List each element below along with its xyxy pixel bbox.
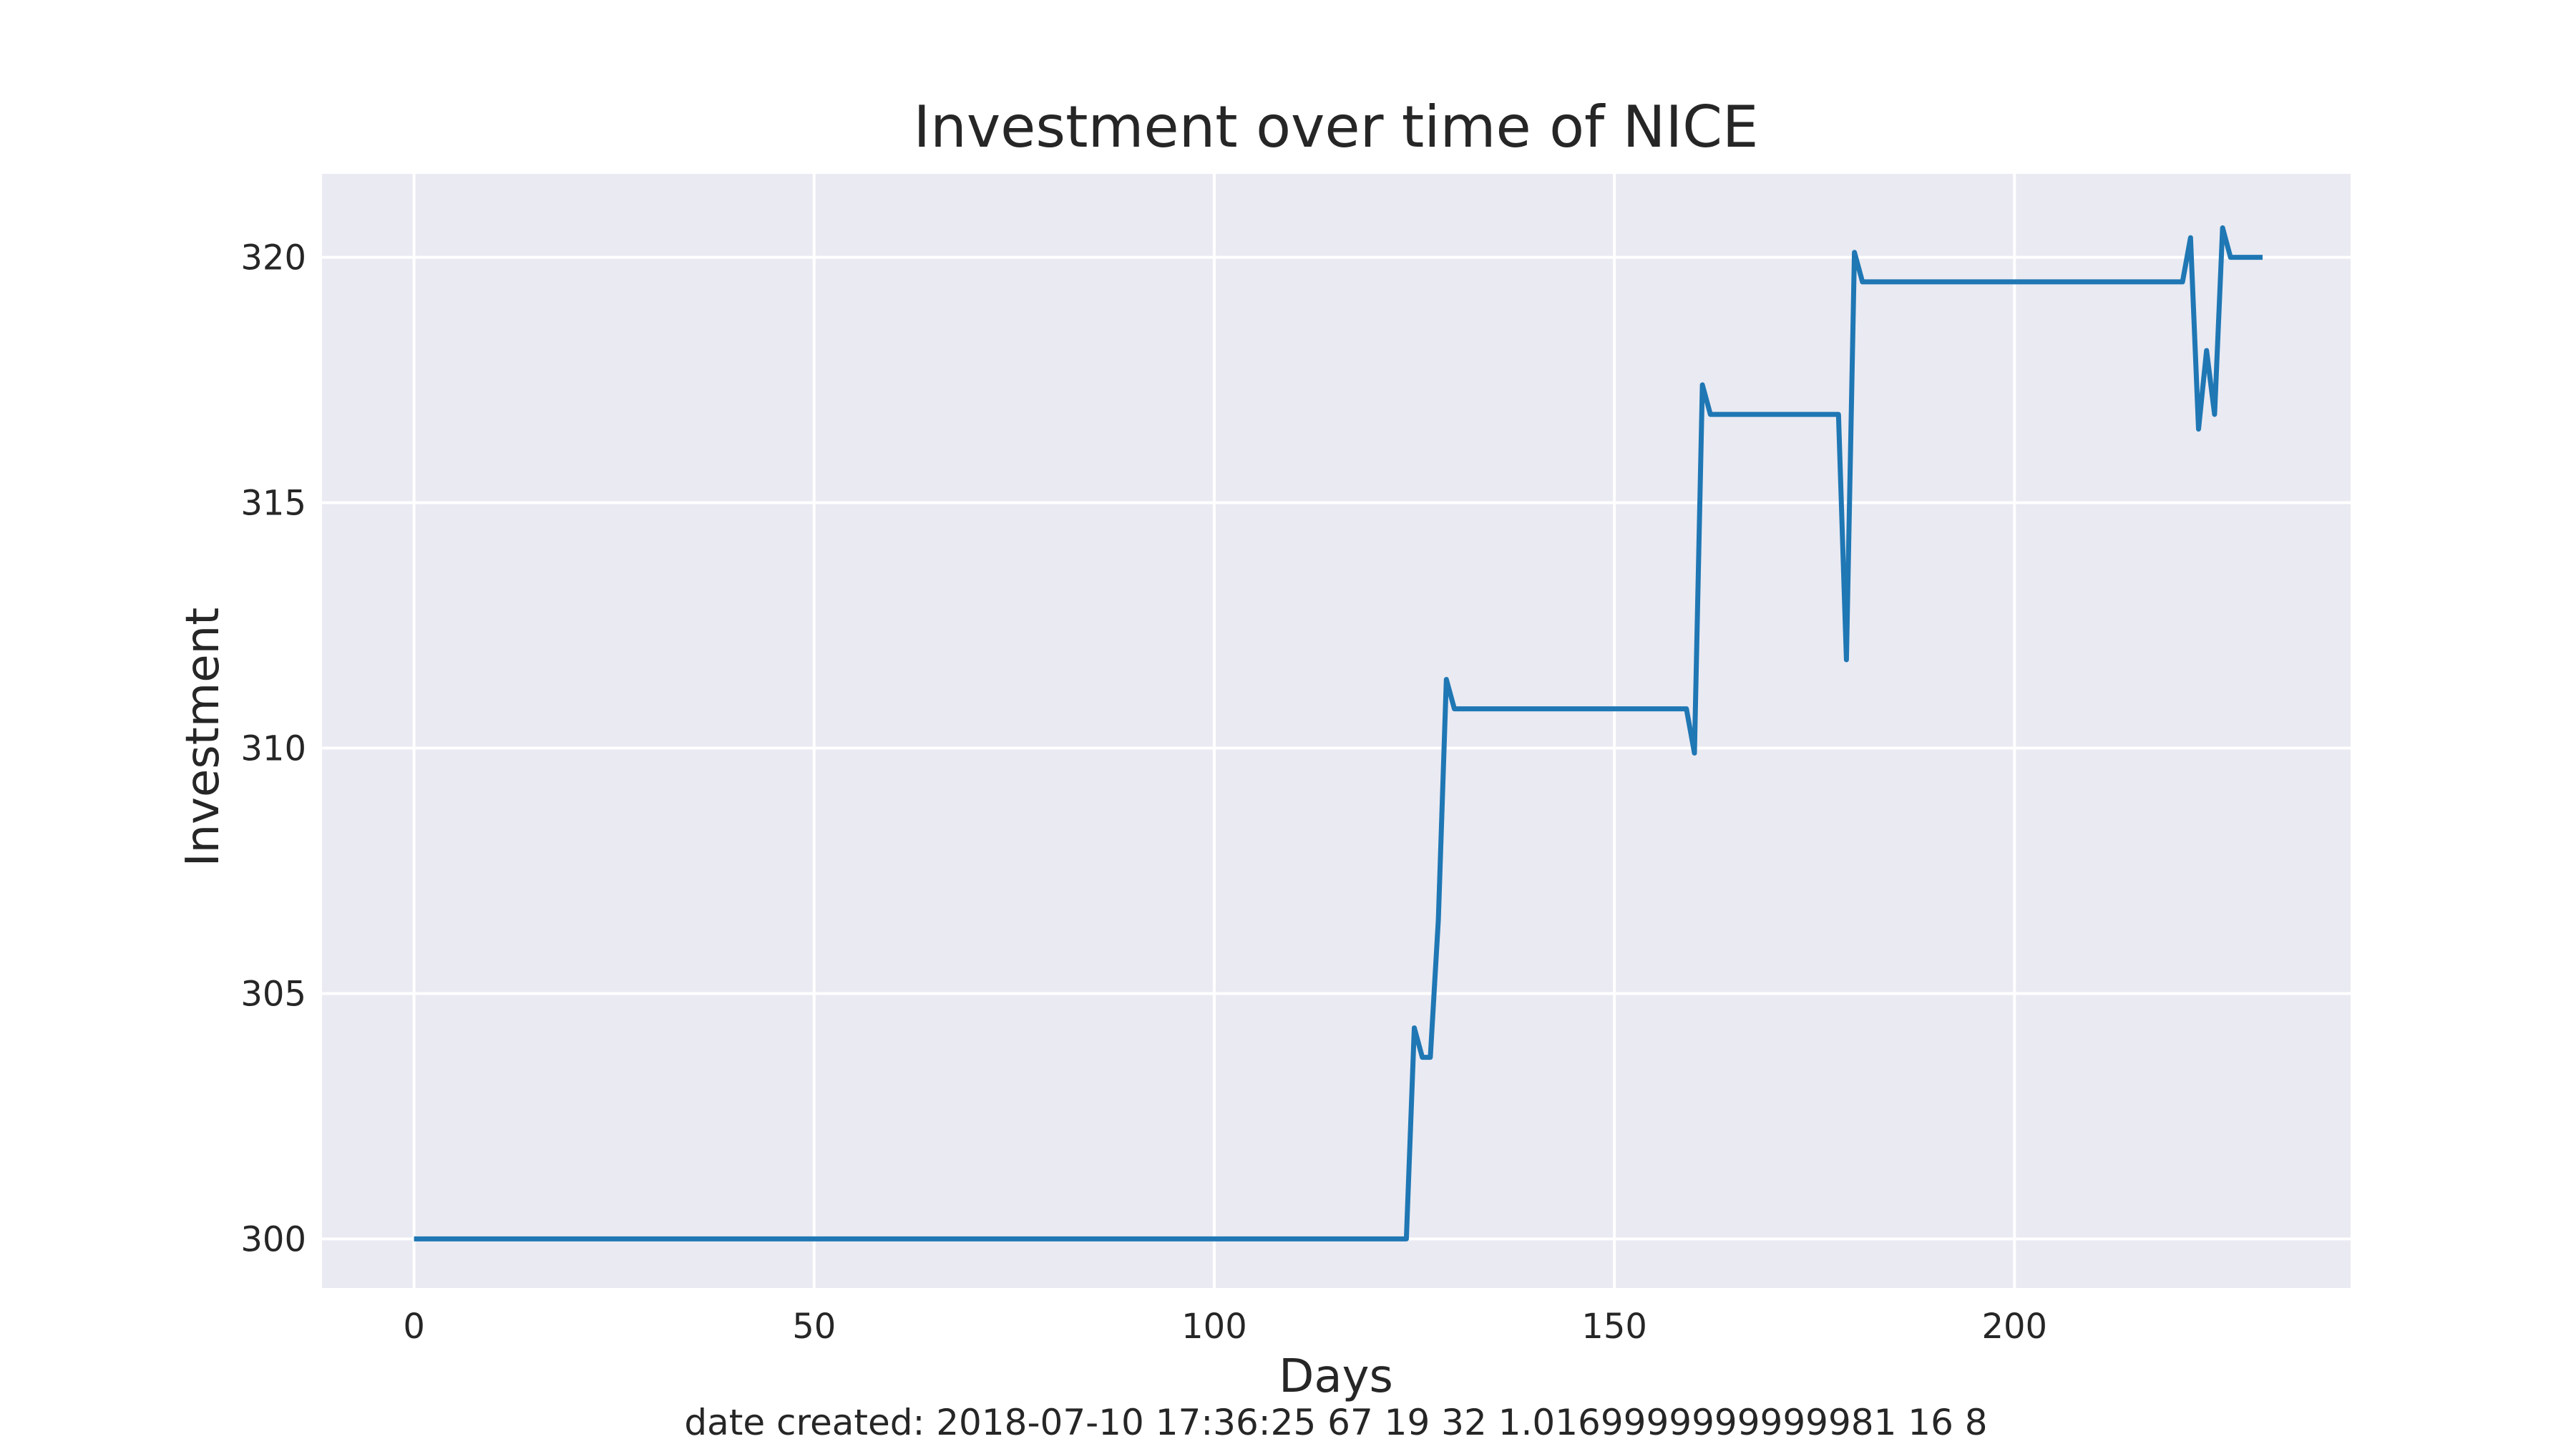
x-tick-label: 200: [1981, 1307, 2047, 1347]
y-tick-label: 310: [240, 729, 306, 769]
x-axis-label: Days: [1279, 1350, 1393, 1403]
tick-labels: 0 50 100 150 200 300 305 310 315 320: [240, 238, 2047, 1347]
plot-area: [322, 174, 2351, 1288]
chart-title: Investment over time of NICE: [914, 94, 1759, 160]
y-tick-label: 300: [240, 1219, 306, 1259]
x-tick-label: 50: [792, 1307, 836, 1347]
y-tick-label: 305: [240, 974, 306, 1014]
x-tick-label: 150: [1581, 1307, 1647, 1347]
y-axis-label: Investment: [177, 608, 230, 867]
series-layer: [414, 225, 2263, 1241]
x-tick-label: 100: [1181, 1307, 1247, 1347]
date-created-note: date created: 2018-07-10 17:36:25 67 19 …: [684, 1402, 1987, 1443]
y-tick-label: 315: [240, 484, 306, 524]
x-tick-label: 0: [403, 1307, 425, 1347]
series-line: [414, 225, 2263, 1241]
y-tick-label: 320: [240, 238, 306, 278]
